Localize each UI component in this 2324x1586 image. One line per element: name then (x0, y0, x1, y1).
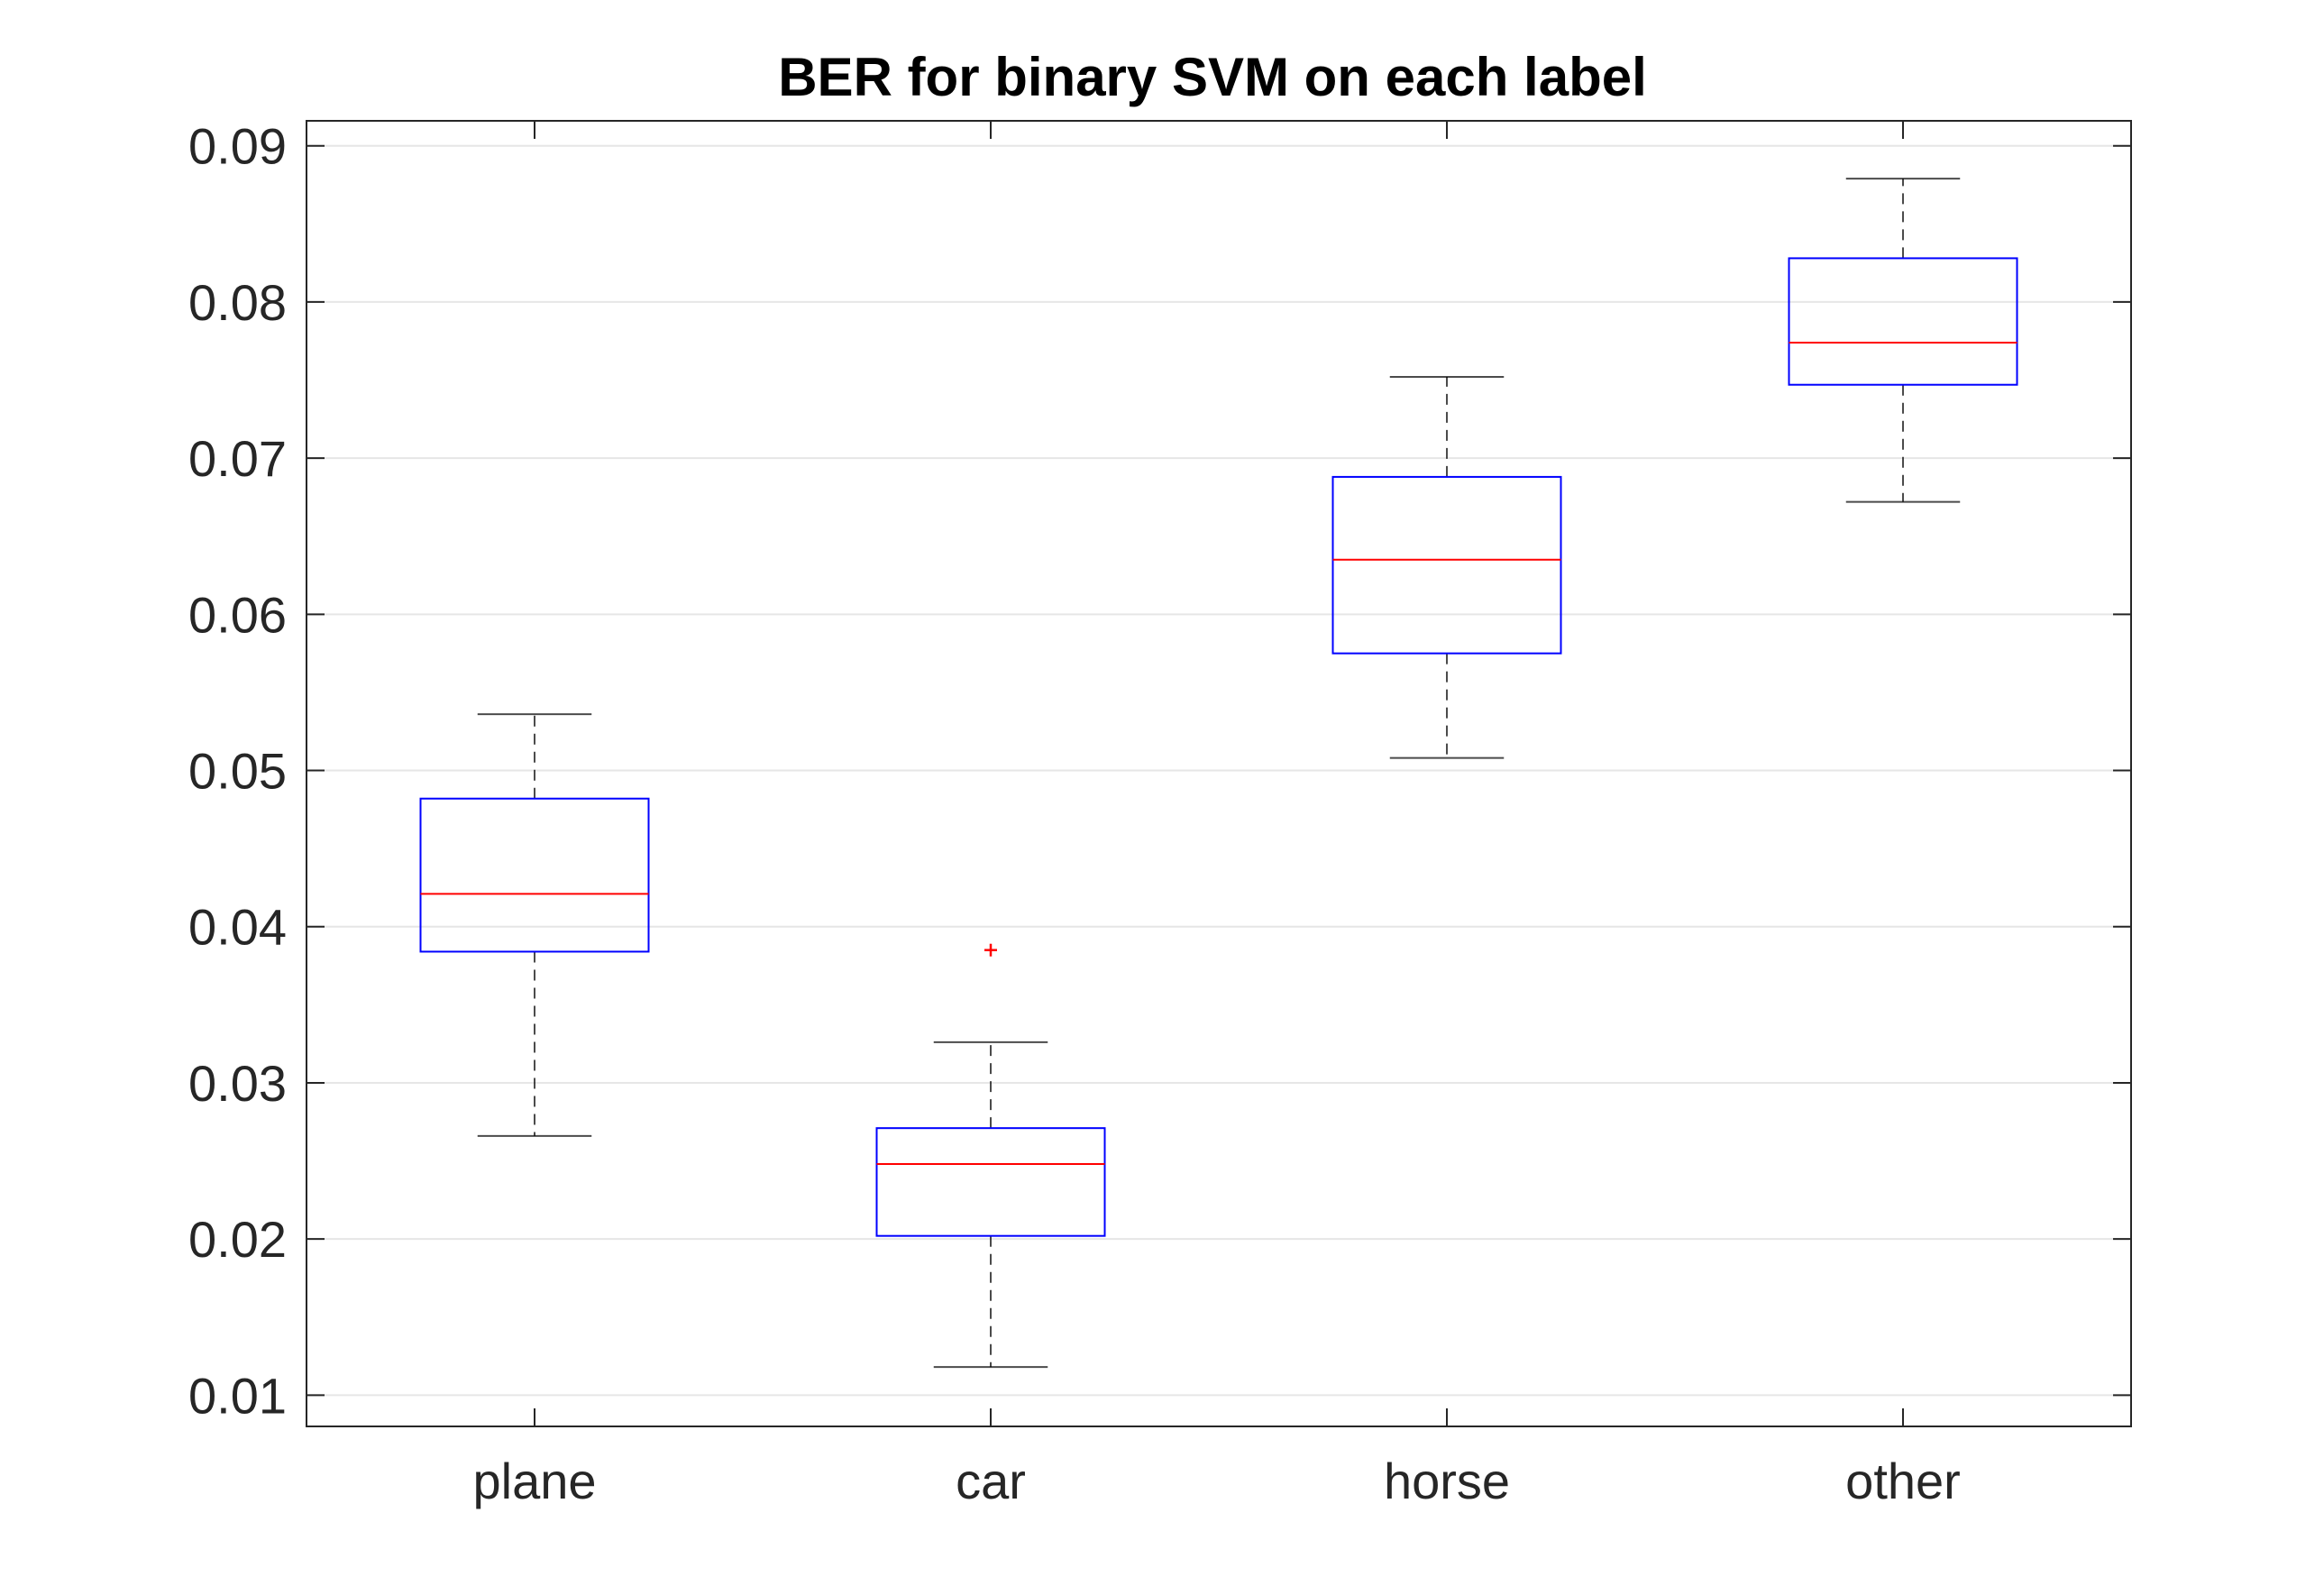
y-tick-label: 0.07 (188, 430, 287, 487)
grid-layer (307, 144, 2131, 1397)
y-tick-label: 0.09 (188, 118, 287, 175)
box-group-horse (1331, 376, 1562, 759)
outlier-marker (984, 943, 997, 957)
box-iqr (419, 797, 650, 953)
boxes-layer (419, 178, 2018, 1369)
y-tick-label: 0.06 (188, 586, 287, 643)
chart-title: BER for binary SVM on each label (778, 47, 1647, 107)
axes-frame (306, 120, 2132, 1427)
y-tick-label: 0.01 (188, 1367, 287, 1424)
y-tick-label: 0.02 (188, 1211, 287, 1268)
x-tick-label: car (956, 1453, 1026, 1509)
y-tick-label: 0.03 (188, 1055, 287, 1112)
x-tick-label: horse (1384, 1453, 1510, 1509)
box-group-other (1788, 178, 2018, 503)
box-group-car (875, 943, 1106, 1369)
y-tick-label: 0.04 (188, 899, 287, 956)
x-tick-label: other (1845, 1453, 1961, 1509)
x-tick-label: plane (472, 1453, 596, 1509)
box-iqr (1788, 257, 2018, 386)
axes-layer: 0.01 0.02 0.03 0.04 0.05 0.06 0.07 0.08 0.09 plan… (188, 118, 2132, 1509)
box-group-plane (419, 713, 650, 1137)
y-tick-label: 0.08 (188, 274, 287, 331)
box-iqr (875, 1127, 1106, 1237)
y-tick-label: 0.05 (188, 743, 287, 800)
box-iqr (1331, 475, 1562, 655)
